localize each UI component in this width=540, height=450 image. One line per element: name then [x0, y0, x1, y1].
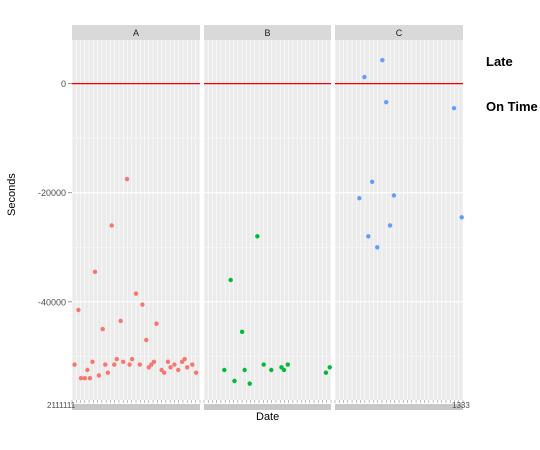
data-point-A [137, 362, 143, 367]
data-point-A [87, 375, 93, 381]
data-point-A [185, 365, 190, 370]
data-point-B [323, 370, 329, 375]
y-axis-title: Seconds [6, 173, 18, 216]
data-point-C [391, 193, 397, 198]
x-tick-label-band [335, 404, 463, 410]
data-point-A [193, 370, 199, 375]
data-point-B [285, 362, 291, 367]
data-point-B [232, 378, 237, 384]
x-tick-label-right: 1333 [452, 401, 470, 410]
data-point-A [82, 375, 88, 381]
facet-strip-label: B [264, 28, 270, 38]
facet-strip-A [72, 25, 200, 40]
data-point-B [228, 277, 233, 283]
x-axis-title: Date [256, 411, 280, 423]
data-point-C [380, 57, 385, 63]
data-point-A [165, 359, 171, 365]
data-point-A [151, 359, 157, 365]
data-point-A [112, 362, 117, 367]
data-point-A [161, 370, 167, 375]
facet-strip-B [204, 25, 331, 40]
data-point-A [76, 307, 81, 313]
y-tick-label: -40000 [38, 297, 66, 307]
y-tick-label: -20000 [38, 188, 66, 198]
x-tick-label-band [204, 404, 331, 410]
data-point-A [118, 318, 123, 324]
data-point-A [190, 362, 195, 367]
x-tick-label-band [72, 404, 200, 410]
data-point-B [255, 234, 260, 239]
data-point-B [269, 367, 274, 373]
data-point-A [78, 375, 84, 381]
data-point-A [133, 291, 139, 296]
data-point-A [144, 337, 149, 343]
data-point-A [129, 356, 135, 362]
data-point-A [109, 223, 114, 228]
data-point-C [451, 105, 457, 111]
data-point-B [327, 365, 332, 370]
data-point-B [222, 367, 227, 373]
data-point-A [168, 365, 173, 370]
data-point-A [72, 362, 77, 367]
data-point-A [140, 302, 145, 307]
data-point-A [124, 176, 130, 182]
data-point-A [121, 359, 126, 365]
late-label: Late [486, 54, 513, 69]
data-point-C [366, 234, 371, 239]
data-point-A [172, 362, 177, 367]
data-point-B [242, 367, 247, 373]
data-point-A [114, 356, 120, 362]
facet-strip-label: A [133, 28, 139, 38]
data-point-B [281, 367, 287, 373]
data-point-C [362, 74, 367, 80]
data-point-B [239, 329, 245, 335]
data-point-A [85, 367, 90, 373]
data-point-A [176, 367, 181, 373]
data-point-C [357, 195, 362, 201]
facet-strip-label: C [396, 28, 403, 38]
data-point-A [92, 269, 98, 275]
data-point-B [261, 362, 266, 367]
data-point-A [105, 370, 111, 375]
data-point-B [247, 381, 252, 386]
y-tick-label: 0 [61, 79, 66, 89]
data-point-A [182, 356, 187, 362]
data-point-A [127, 362, 132, 367]
data-point-A [154, 321, 159, 326]
data-point-C [369, 179, 375, 185]
data-point-C [384, 99, 389, 105]
data-point-A [103, 362, 108, 367]
data-point-C [375, 245, 380, 250]
data-point-A [96, 373, 102, 378]
data-point-C [387, 223, 393, 228]
data-point-C [459, 215, 464, 220]
facet-strip-C [335, 25, 463, 40]
on-time-label: On Time [486, 99, 538, 114]
data-point-A [100, 326, 105, 332]
x-tick-label-left: 2111111 [47, 401, 76, 410]
data-point-A [90, 359, 95, 365]
